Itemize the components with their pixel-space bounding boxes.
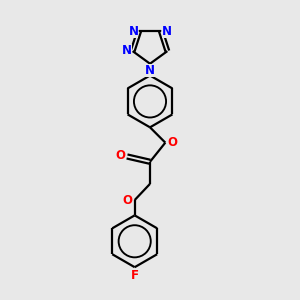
Text: O: O [116,148,126,161]
Text: F: F [131,269,139,282]
Text: N: N [162,25,172,38]
Text: N: N [128,25,138,38]
Text: N: N [122,44,132,57]
Text: O: O [168,136,178,149]
Text: O: O [122,194,132,207]
Text: N: N [145,64,155,77]
